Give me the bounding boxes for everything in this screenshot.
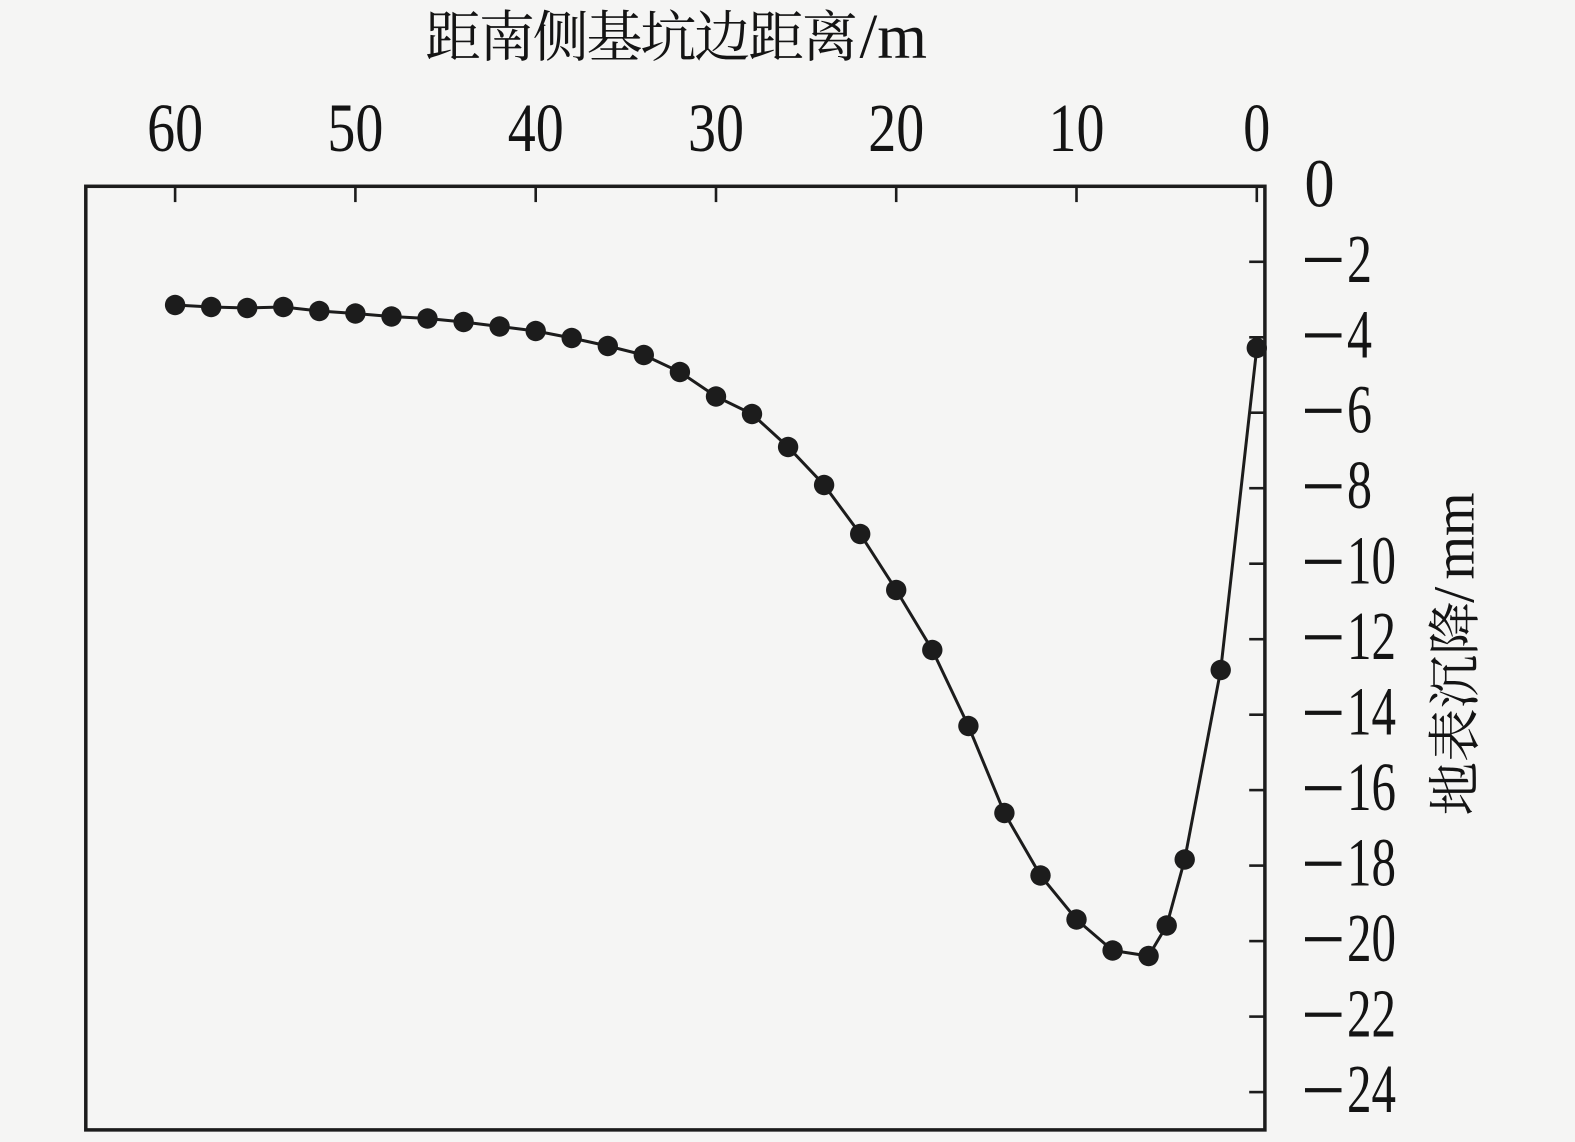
svg-text:20: 20 — [1347, 900, 1396, 976]
svg-text:/m: /m — [860, 1, 928, 72]
svg-text:4: 4 — [1347, 296, 1372, 372]
svg-text:18: 18 — [1347, 825, 1396, 901]
svg-text:30: 30 — [688, 90, 744, 166]
svg-text:14: 14 — [1347, 674, 1396, 750]
svg-text:0: 0 — [1243, 90, 1270, 166]
svg-text:8: 8 — [1347, 447, 1372, 523]
svg-text:6: 6 — [1347, 372, 1372, 448]
svg-text:10: 10 — [1347, 523, 1396, 599]
svg-text:16: 16 — [1347, 749, 1396, 825]
svg-text:22: 22 — [1347, 976, 1396, 1052]
svg-text:50: 50 — [327, 90, 383, 166]
svg-text:20: 20 — [868, 90, 924, 166]
svg-text:10: 10 — [1049, 90, 1105, 166]
svg-text:24: 24 — [1347, 1051, 1396, 1127]
svg-text:2: 2 — [1347, 221, 1372, 297]
svg-text:/: / — [1422, 586, 1487, 603]
svg-text:60: 60 — [147, 90, 203, 166]
svg-text:mm: mm — [1422, 493, 1487, 580]
svg-text:40: 40 — [508, 90, 564, 166]
svg-text:0: 0 — [1305, 145, 1335, 221]
svg-text:12: 12 — [1347, 598, 1396, 674]
